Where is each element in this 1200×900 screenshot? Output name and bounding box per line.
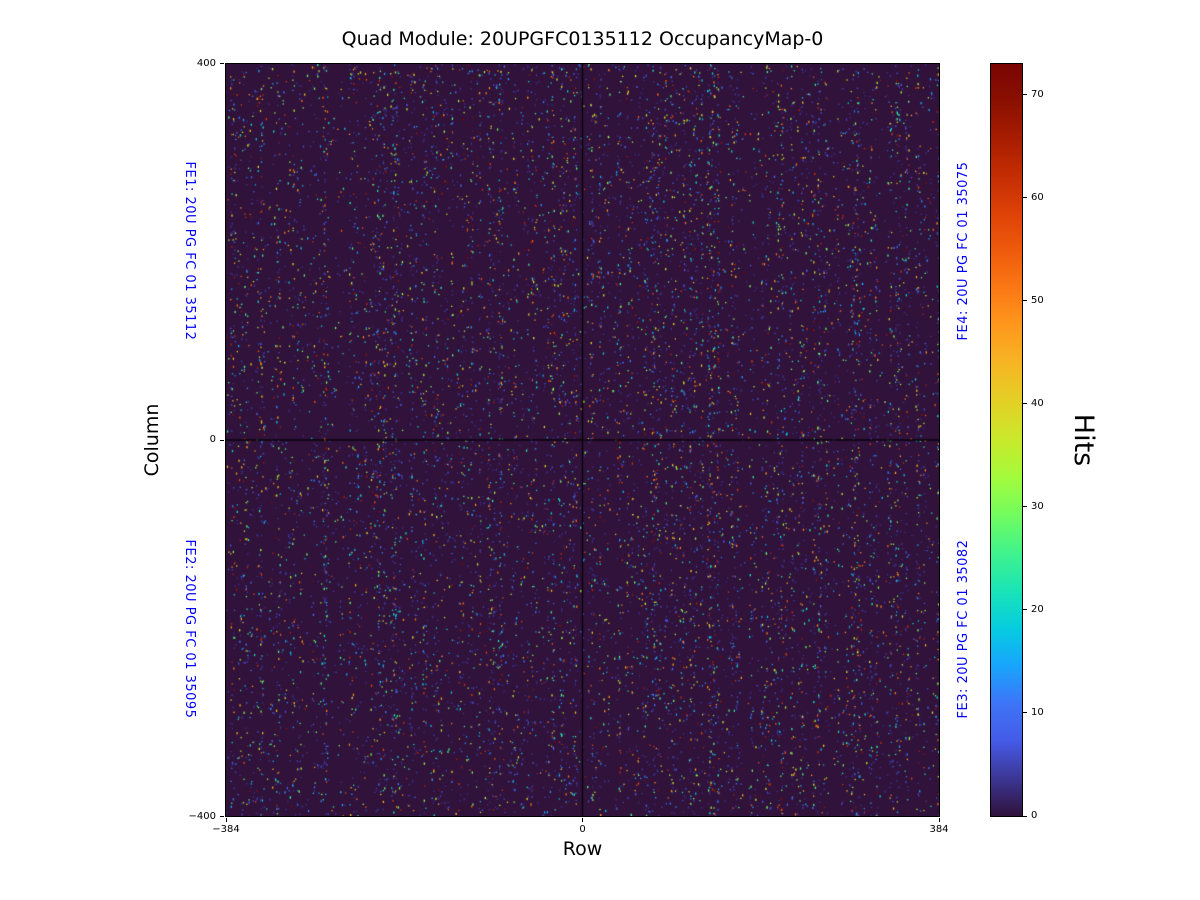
chart-title: Quad Module: 20UPGFC0135112 OccupancyMap…	[341, 28, 824, 50]
quadrant-label-fe4: FE4: 20U PG FC 01 35075	[956, 161, 971, 341]
colorbar-tick-label: 50	[1031, 294, 1044, 306]
y-tick-mark	[220, 816, 224, 817]
x-tick-mark	[582, 818, 583, 822]
colorbar-tick-mark	[1023, 712, 1027, 714]
colorbar-tick-mark	[1023, 197, 1027, 199]
colorbar-tick-mark	[1023, 506, 1027, 508]
colorbar-tick-label: 20	[1031, 603, 1044, 615]
colorbar-tick-mark	[1023, 815, 1027, 817]
x-tick-mark	[225, 818, 227, 822]
quadrant-label-fe3: FE3: 20U PG FC 01 35082	[956, 539, 971, 719]
x-tick-label: 0	[579, 824, 586, 835]
x-axis-label: Row	[562, 838, 603, 860]
y-axis-label: Column	[141, 403, 163, 477]
colorbar-tick-label: 70	[1031, 88, 1044, 100]
colorbar-tick-label: 40	[1031, 397, 1044, 409]
y-tick-label: 400	[196, 57, 216, 69]
y-tick-mark	[220, 63, 224, 64]
colorbar-tick-label: 10	[1031, 706, 1044, 718]
colorbar-gradient	[991, 64, 1022, 816]
colorbar	[990, 63, 1023, 817]
x-tick-mark	[938, 818, 940, 822]
colorbar-tick-label: 0	[1031, 810, 1038, 821]
y-tick-label: 0	[209, 434, 216, 445]
heatmap-canvas	[226, 64, 939, 816]
x-tick-label: 384	[929, 824, 949, 835]
y-tick-label: −400	[188, 810, 216, 822]
heatmap-plot	[225, 63, 940, 817]
colorbar-tick-label: 30	[1031, 500, 1044, 512]
colorbar-tick-mark	[1023, 609, 1027, 611]
x-tick-label: −384	[212, 824, 240, 835]
colorbar-tick-mark	[1023, 403, 1027, 405]
colorbar-label: Hits	[1068, 413, 1099, 467]
quadrant-label-fe2: FE2: 20U PG FC 01 35095	[182, 539, 197, 719]
y-tick-mark	[220, 439, 224, 441]
colorbar-tick-mark	[1023, 94, 1027, 96]
quadrant-label-fe1: FE1: 20U PG FC 01 35112	[182, 161, 197, 341]
colorbar-tick-label: 60	[1031, 191, 1044, 203]
colorbar-tick-mark	[1023, 300, 1027, 302]
